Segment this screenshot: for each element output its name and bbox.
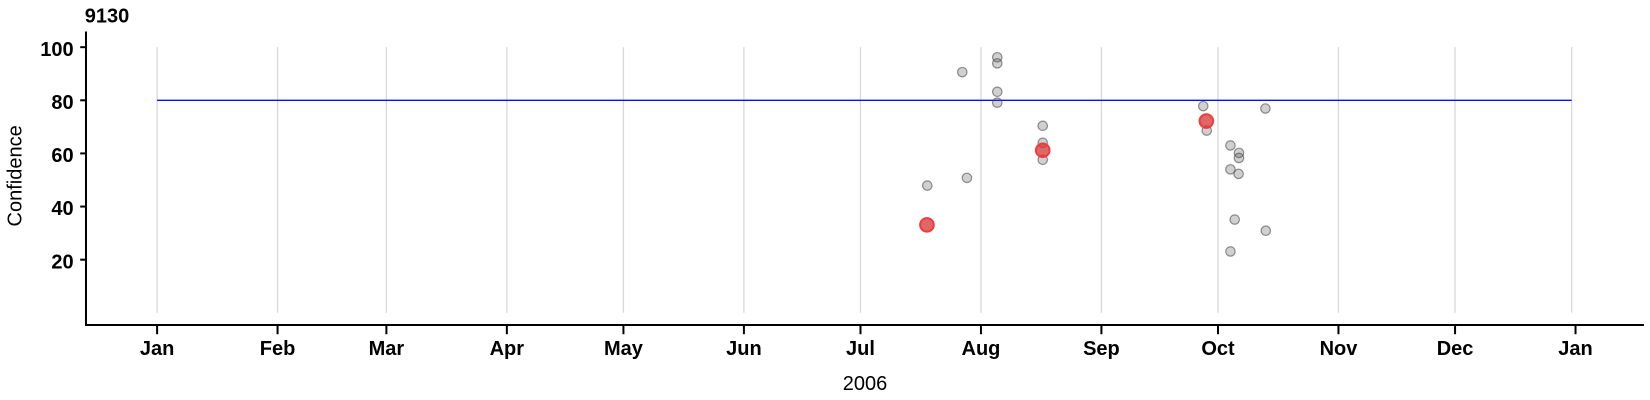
y-tick-label-80: 80: [51, 92, 73, 114]
small-gray-circle: [1233, 152, 1245, 164]
large-red-circle: [1198, 113, 1215, 129]
x-tick-label-jun-5: Jun: [726, 338, 762, 360]
small-gray-circle: [1225, 164, 1236, 175]
y-tick-label-40: 40: [51, 198, 73, 220]
axes-spines: [84, 31, 1644, 327]
small-gray-circle: [991, 97, 1003, 108]
small-gray-circle: [1233, 168, 1244, 180]
large-red-circle: [1034, 142, 1051, 159]
y-tick-label-100: 100: [40, 39, 73, 61]
gray-detection-points: [922, 51, 1272, 257]
small-gray-circle: [1260, 225, 1272, 237]
x-tick-label-dec-11: Dec: [1437, 338, 1474, 360]
y-axis-ticks: [80, 46, 86, 261]
x-tick-label-mar-2: Mar: [369, 338, 405, 360]
y-axis-label: Confidence: [5, 125, 27, 226]
x-tick-label-nov-10: Nov: [1320, 338, 1359, 360]
small-gray-circle: [956, 66, 968, 78]
x-tick-label-sep-8: Sep: [1083, 338, 1120, 360]
x-tick-label-oct-9: Oct: [1201, 338, 1235, 360]
x-tick-label-feb-1: Feb: [260, 338, 296, 360]
small-gray-circle: [1260, 103, 1271, 114]
y-tick-label-20: 20: [51, 251, 73, 273]
small-gray-circle: [922, 180, 933, 191]
x-axis-tick-labels: Jan Feb Mar Apr May Jun Jul Aug Sep Oct Nov Dec Jan: [140, 338, 1593, 360]
x-tick-label-may-4: May: [604, 338, 644, 360]
x-tick-label-aug-7: Aug: [962, 338, 1001, 360]
small-gray-circle: [1037, 120, 1049, 132]
small-gray-circle: [991, 86, 1003, 98]
y-tick-label-60: 60: [51, 145, 73, 167]
x-axis-label: 2006: [843, 373, 888, 395]
x-tick-label-jan-12: Jan: [1558, 338, 1592, 360]
plot-title: 9130: [85, 5, 130, 27]
large-red-circle: [919, 217, 935, 233]
month-gridlines: [156, 47, 1573, 313]
small-gray-circle: [1225, 246, 1236, 257]
small-gray-circle: [1229, 214, 1241, 225]
x-tick-label-apr-3: Apr: [490, 338, 525, 360]
y-axis-tick-labels: 20 40 60 80 100: [40, 39, 73, 273]
red-highlighted-points: [919, 113, 1215, 233]
small-gray-circle: [991, 58, 1003, 69]
small-gray-circle: [1225, 140, 1236, 151]
small-gray-circle: [961, 172, 973, 184]
x-tick-label-jul-6: Jul: [846, 338, 875, 360]
x-axis-ticks: [156, 325, 1577, 335]
x-tick-label-jan-0: Jan: [140, 338, 174, 360]
small-gray-circle: [1197, 100, 1209, 112]
